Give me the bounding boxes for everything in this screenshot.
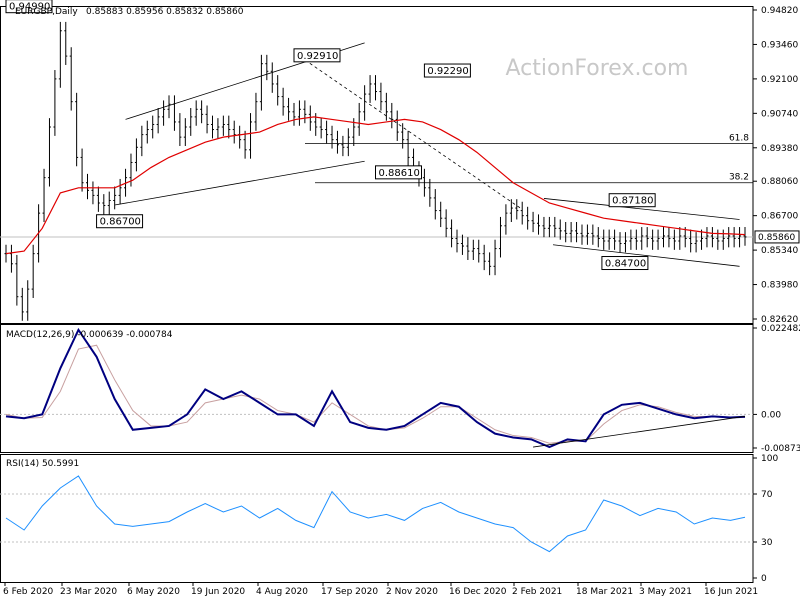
price-tick-label: 0.83980: [761, 281, 798, 291]
x-tick-label: 2 Nov 2020: [386, 587, 438, 597]
price-tick-label: 0.93460: [761, 40, 798, 50]
annotation-label: 0.92290: [427, 66, 468, 77]
annotation-box: [96, 214, 144, 229]
macd-trend-line: [533, 415, 746, 448]
price-tick-label: 0.86700: [761, 212, 798, 222]
macd-panel: 0.022482 0.00 -0.008736: [0, 324, 800, 454]
price-tick-label: 0.88060: [761, 177, 798, 187]
macd-tick-label: 0.00: [761, 410, 781, 420]
annotation-box: [293, 48, 341, 63]
price-tick-label: 0.90740: [761, 109, 798, 119]
x-tick-label: 6 May 2020: [127, 587, 180, 597]
rsi-tick-label: 100: [761, 454, 778, 464]
fib-level-label: 38.2: [729, 173, 749, 183]
moving-average-line: [5, 116, 746, 255]
macd-frame: [0, 324, 754, 453]
x-tick-label: 18 Mar 2021: [576, 587, 633, 597]
ohlc-readout: 0.85883 0.85956 0.85832 0.85860: [86, 7, 244, 17]
price-tick-label: 0.89380: [761, 144, 798, 154]
annotation-box: [608, 193, 656, 208]
annotation-box: [375, 165, 422, 180]
annotation-label: 0.88610: [379, 168, 420, 179]
x-tick-label: 17 Sep 2020: [321, 587, 378, 597]
annotation-label: 0.84700: [605, 259, 646, 270]
annotation-label: 0.87180: [612, 196, 653, 207]
macd-main-line: [5, 327, 746, 449]
rsi-tick-label: 30: [761, 538, 773, 548]
current-price-label: 0.85860: [758, 233, 795, 243]
price-panel: 0.94820 0.93460 0.92100 0.90740 0.89380 0.880…: [0, 0, 800, 325]
rsi-title: RSI(14) 50.5991: [6, 459, 79, 469]
trend-channel-lower-2: [552, 244, 740, 267]
x-tick-label: 4 Aug 2020: [256, 587, 308, 597]
annotation-label: 0.94990: [9, 2, 50, 13]
x-tick-label: 16 Jun 2021: [704, 587, 758, 597]
annotation-box: [423, 63, 471, 78]
rsi-panel: 100 70 30 0: [0, 454, 778, 584]
x-tick-label: 6 Feb 2020: [3, 587, 54, 597]
annotation-label: 0.92910: [297, 51, 338, 62]
macd-tick-label: -0.008736: [761, 444, 800, 454]
x-tick-label: 16 Dec 2020: [449, 587, 507, 597]
annotation-box: [5, 0, 53, 14]
annotation-label: 0.86700: [100, 217, 141, 228]
x-tick-label: 2 Feb 2021: [512, 587, 562, 597]
symbol-label: EURGBP,Daily: [15, 7, 78, 17]
trend-dashed-down: [304, 59, 523, 210]
price-frame: [0, 6, 754, 324]
current-price-box: [754, 230, 800, 244]
macd-tick-label: 0.022482: [761, 324, 800, 334]
watermark: ActionForex.com: [506, 56, 689, 81]
rsi-tick-label: 70: [761, 490, 773, 500]
annotation-box: [601, 256, 649, 271]
rsi-line: [5, 475, 746, 553]
trend-channel-upper-2: [543, 198, 740, 220]
price-tick-label: 0.85340: [761, 246, 798, 256]
x-tick-label: 19 Jun 2020: [191, 587, 245, 597]
price-tick-label: 0.92100: [761, 75, 798, 85]
price-tick-label: 0.94820: [761, 6, 798, 16]
trend-channel-lower: [114, 160, 365, 206]
x-tick-label: 3 May 2021: [639, 587, 692, 597]
fib-level-label: 61.8: [729, 133, 749, 143]
x-tick-label: 23 Mar 2020: [60, 587, 117, 597]
macd-title: MACD(12,26,9) -0.000639 -0.000784: [6, 330, 173, 340]
x-axis: 6 Feb 2020 23 Mar 2020 6 May 2020 19 Jun 20…: [3, 582, 758, 597]
rsi-tick-label: 0: [761, 574, 767, 584]
price-tick-label: 0.82620: [761, 315, 798, 325]
rsi-frame: [0, 454, 754, 583]
